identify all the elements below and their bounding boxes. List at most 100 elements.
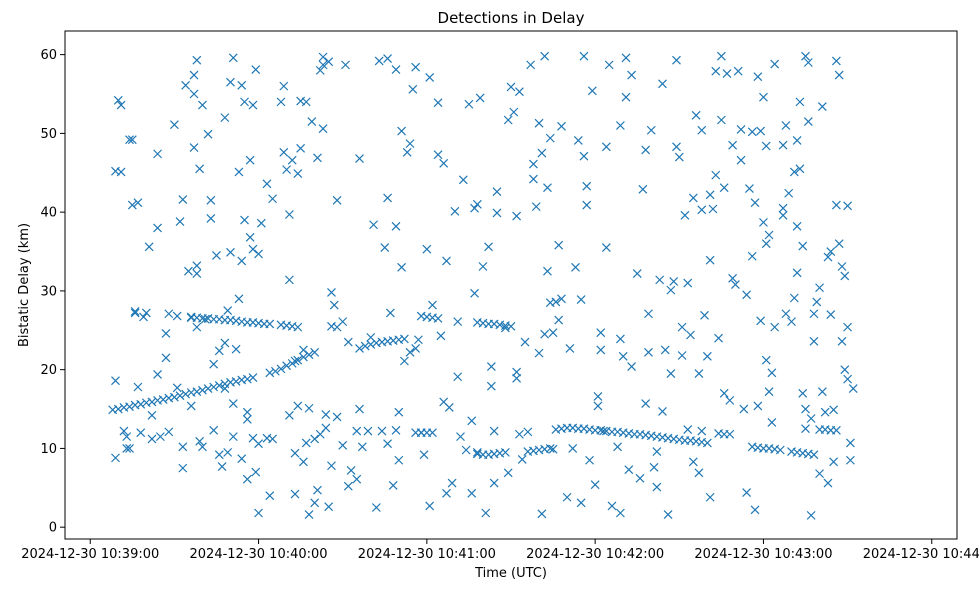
- data-point: [674, 152, 684, 162]
- data-point: [753, 401, 763, 411]
- data-point: [209, 359, 219, 369]
- data-point: [130, 308, 140, 318]
- x-tick-label: 2024-12-30 10:39:00: [21, 547, 159, 562]
- data-point: [265, 491, 275, 501]
- data-point: [472, 199, 482, 209]
- data-point: [391, 425, 401, 435]
- data-point: [728, 273, 738, 283]
- data-point: [127, 135, 137, 145]
- data-point: [383, 193, 393, 203]
- data-point: [147, 434, 157, 444]
- data-point: [831, 200, 841, 210]
- data-point: [817, 387, 827, 397]
- data-point: [242, 474, 252, 484]
- data-point: [388, 481, 398, 490]
- data-point: [716, 115, 726, 125]
- data-point: [299, 352, 308, 362]
- data-point: [702, 438, 712, 448]
- data-point: [304, 510, 314, 520]
- data-point: [582, 200, 592, 210]
- data-point: [383, 54, 393, 63]
- data-point: [111, 453, 120, 463]
- data-point: [248, 100, 258, 110]
- data-point: [764, 387, 774, 397]
- data-point: [576, 295, 586, 304]
- data-point: [540, 329, 550, 339]
- data-point: [778, 210, 788, 220]
- data-point: [296, 143, 306, 153]
- data-point: [111, 376, 120, 386]
- data-point: [329, 300, 339, 310]
- data-point: [428, 428, 437, 438]
- data-point: [332, 412, 342, 422]
- data-point: [282, 165, 292, 175]
- data-point: [321, 410, 331, 419]
- data-point: [380, 243, 390, 253]
- data-point: [489, 478, 499, 488]
- data-point: [203, 129, 213, 139]
- data-point: [601, 142, 611, 152]
- data-point: [399, 334, 409, 344]
- data-point: [223, 306, 233, 316]
- data-point: [753, 72, 763, 82]
- data-point: [500, 323, 510, 333]
- data-point: [343, 337, 353, 347]
- data-point: [315, 65, 325, 75]
- x-tick-label: 2024-12-30 10:41:00: [358, 547, 496, 562]
- data-point: [677, 351, 687, 360]
- data-point: [489, 426, 499, 436]
- data-point: [641, 145, 651, 155]
- data-point: [795, 97, 805, 107]
- data-point: [829, 457, 839, 467]
- data-point: [767, 418, 777, 427]
- data-point: [548, 328, 558, 338]
- data-point: [759, 217, 768, 227]
- data-point: [646, 125, 656, 135]
- data-point: [220, 338, 230, 348]
- data-point: [290, 448, 300, 458]
- data-point: [745, 184, 754, 193]
- data-point: [756, 126, 766, 136]
- data-point: [192, 55, 202, 65]
- data-point: [635, 473, 645, 483]
- data-point: [540, 51, 550, 61]
- y-axis-label: Bistatic Delay (km): [17, 223, 32, 347]
- data-point: [175, 391, 185, 401]
- data-point: [615, 508, 625, 518]
- data-point: [254, 249, 263, 259]
- data-point: [792, 268, 802, 278]
- data-point: [492, 187, 502, 197]
- data-point: [747, 127, 757, 137]
- data-point: [702, 351, 712, 361]
- data-point: [433, 98, 443, 108]
- data-point: [756, 316, 766, 326]
- data-point: [425, 501, 435, 511]
- data-point: [733, 66, 743, 76]
- data-point: [486, 362, 496, 371]
- data-point: [198, 442, 207, 452]
- data-point: [663, 510, 673, 520]
- data-point: [442, 488, 451, 498]
- data-point: [394, 407, 404, 417]
- data-point: [287, 155, 297, 165]
- data-point: [251, 65, 261, 75]
- data-point: [369, 220, 378, 230]
- data-point: [268, 434, 277, 444]
- data-point: [192, 387, 202, 397]
- data-point: [357, 442, 367, 452]
- data-point: [125, 402, 134, 412]
- data-point: [798, 388, 808, 398]
- data-point: [669, 277, 679, 286]
- data-point: [632, 269, 642, 279]
- data-point: [391, 221, 401, 231]
- data-point: [554, 315, 564, 325]
- data-point: [506, 82, 516, 92]
- data-point: [116, 100, 126, 110]
- data-point: [136, 399, 146, 409]
- data-point: [456, 432, 465, 442]
- data-point: [817, 102, 827, 112]
- data-point: [526, 60, 536, 70]
- y-tick-label: 0: [49, 521, 57, 536]
- data-point: [652, 447, 662, 457]
- data-point: [206, 214, 216, 223]
